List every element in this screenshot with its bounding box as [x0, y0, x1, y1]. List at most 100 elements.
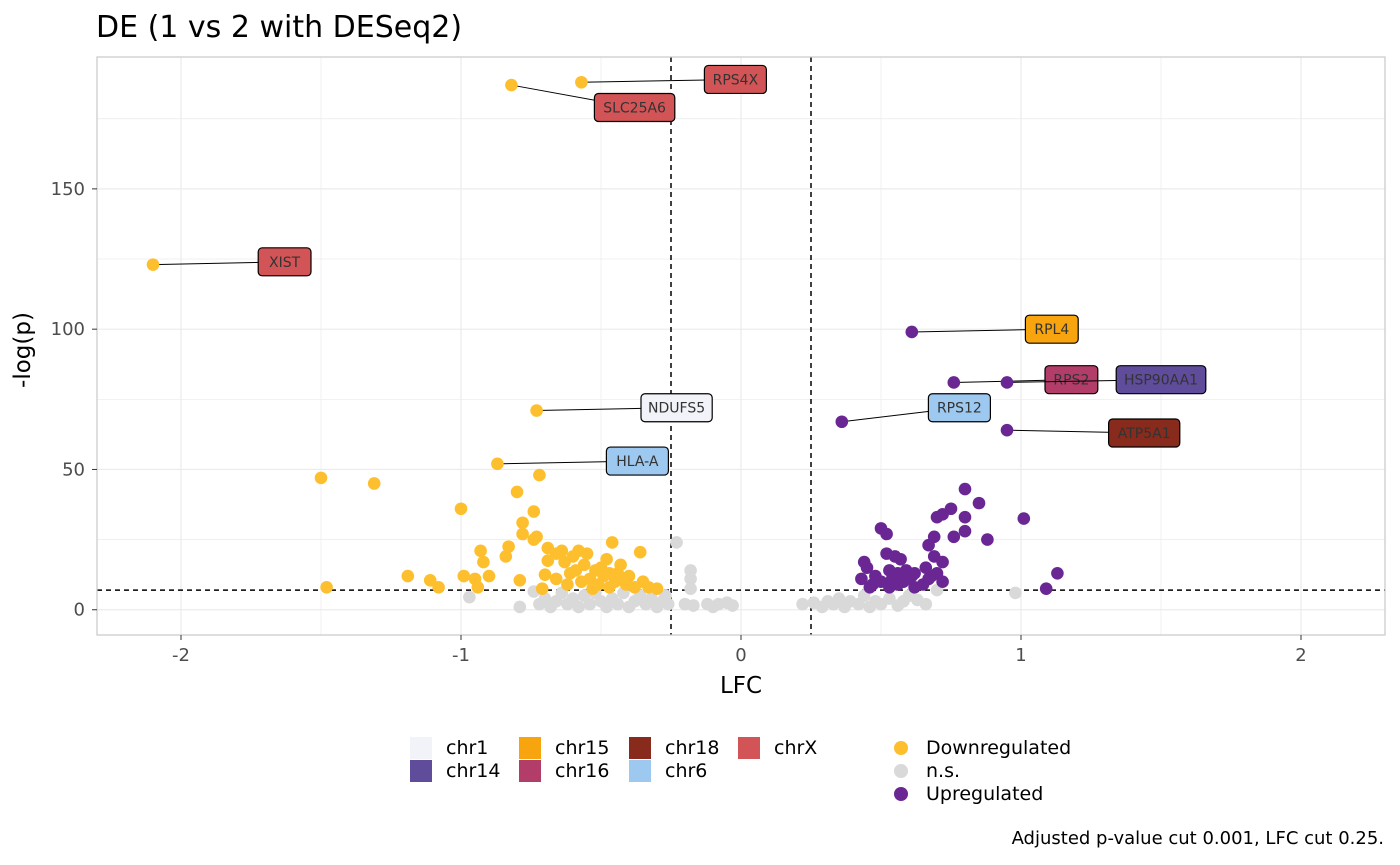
point-downregulated [549, 572, 563, 586]
point-upregulated [922, 572, 935, 586]
point-ns [661, 597, 675, 611]
gene-label-box [1115, 365, 1207, 395]
legend-dot [894, 741, 908, 755]
legend-swatch [629, 737, 651, 759]
gene-label: XIST [269, 255, 301, 271]
point-downregulated [457, 569, 471, 583]
point-downregulated [650, 582, 664, 596]
gene-label: RPL4 [1034, 322, 1069, 338]
gene-label: RPS12 [937, 401, 982, 417]
gene-label-box [1044, 365, 1099, 395]
x-axis-label: LFC [720, 673, 762, 699]
point-upregulated [1051, 566, 1064, 580]
labeled-point [575, 75, 588, 89]
legend-label: n.s. [926, 760, 961, 782]
point-downregulated [600, 552, 613, 566]
data-points [314, 468, 1064, 614]
point-upregulated [869, 569, 882, 583]
legend-swatch [519, 760, 541, 782]
point-upregulated [922, 538, 935, 552]
legend-dot [894, 764, 908, 778]
point-upregulated [958, 482, 972, 496]
point-downregulated [423, 573, 437, 587]
point-downregulated [561, 578, 574, 591]
y-axis-label: -log(p) [10, 312, 36, 388]
legend-label: chr1 [446, 737, 489, 759]
gene-label-box [927, 393, 992, 423]
threshold-lines [97, 57, 1385, 635]
point-downregulated [555, 544, 569, 558]
labeled-point [905, 325, 919, 339]
legend-swatch [410, 737, 432, 759]
x-tick-label: 0 [735, 645, 746, 666]
point-ns [1009, 586, 1022, 600]
labeled-point [491, 457, 504, 471]
point-downregulated [622, 569, 636, 583]
point-downregulated [580, 547, 594, 560]
y-tick-label: 50 [62, 459, 85, 480]
point-downregulated [367, 477, 381, 490]
point-ns [513, 600, 527, 614]
labeled-point [1000, 423, 1014, 437]
gene-label: HLA-A [616, 454, 659, 470]
legend-dot [894, 787, 908, 801]
point-downregulated [401, 569, 415, 583]
point-downregulated [454, 502, 468, 516]
y-tick-label: 100 [51, 319, 85, 340]
gene-label-box [1024, 314, 1079, 344]
point-ns [726, 599, 739, 612]
point-downregulated [527, 505, 541, 518]
point-downregulated [533, 468, 546, 482]
legend-label: chrX [774, 737, 818, 759]
point-upregulated [936, 555, 949, 569]
point-upregulated [930, 510, 944, 524]
point-ns [670, 536, 683, 549]
legend-swatch [519, 737, 541, 759]
legend-swatch [738, 737, 760, 759]
labeled-point [835, 415, 849, 429]
point-downregulated [614, 558, 627, 572]
point-upregulated [905, 569, 919, 583]
gene-label-box [703, 64, 768, 95]
point-upregulated [981, 533, 994, 546]
point-downregulated [502, 540, 515, 553]
labeled-point [146, 258, 160, 271]
point-upregulated [936, 575, 949, 588]
point-downregulated [586, 582, 599, 596]
point-downregulated [510, 485, 524, 499]
legend-label: Upregulated [926, 783, 1044, 805]
labeled-point [530, 404, 543, 417]
legend-label: Downregulated [926, 737, 1072, 759]
axis-ticks: -2 -1 0 1 2 0 50 100 150 [51, 179, 1307, 666]
point-downregulated [516, 527, 529, 541]
point-downregulated [633, 545, 647, 559]
point-ns [572, 600, 585, 614]
gene-label: RPS2 [1053, 373, 1089, 389]
y-tick-label: 0 [74, 600, 85, 621]
point-upregulated [855, 572, 868, 586]
point-upregulated [958, 524, 972, 538]
legend-label: chr14 [446, 760, 501, 782]
gene-label: HSP90AA1 [1124, 373, 1198, 389]
point-downregulated [516, 516, 529, 530]
point-upregulated [947, 530, 961, 544]
legend-swatch [410, 760, 432, 782]
point-ns [687, 599, 700, 612]
point-ns [796, 597, 809, 611]
point-upregulated [958, 510, 972, 524]
gene-label-box [257, 247, 312, 277]
point-downregulated [535, 582, 549, 596]
point-ns [463, 590, 476, 604]
x-tick-label: 1 [1015, 645, 1026, 666]
point-downregulated [603, 566, 616, 580]
labeled-point [1000, 376, 1014, 389]
point-ns [919, 597, 933, 611]
point-upregulated [1017, 512, 1031, 525]
legend-label: chr15 [555, 737, 610, 759]
point-ns [583, 597, 597, 611]
point-ns [684, 572, 697, 586]
point-downregulated [605, 536, 619, 549]
gene-label: ATP5A1 [1118, 426, 1171, 442]
gene-labels: RPS4X SLC25A6 XIST NDUFS5 HLA-A RPL4 RPS2 HSP90… [146, 64, 1207, 476]
point-downregulated [569, 564, 583, 577]
